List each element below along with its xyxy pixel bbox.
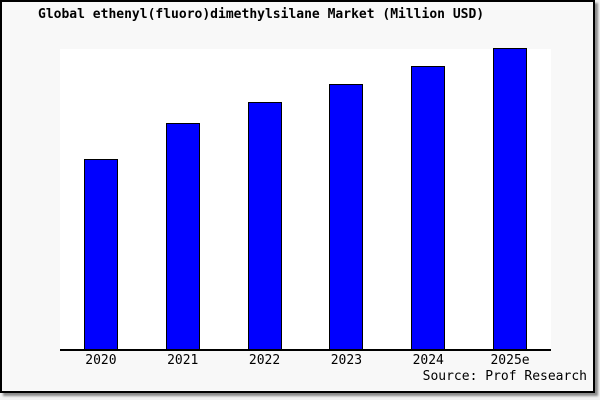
tick-label-2025e: 2025e [490, 353, 530, 368]
bar-2022 [247, 102, 282, 349]
tick-label-2020: 2020 [85, 353, 117, 368]
tick-label-2021: 2021 [167, 353, 199, 368]
plot-area [60, 48, 551, 351]
tick-label-2023: 2023 [330, 353, 363, 368]
chart-title: Global ethenyl(fluoro)dimethylsilane Mar… [38, 7, 485, 22]
bar-2025e [493, 48, 528, 349]
x-axis-tick-labels: 2020 2021 2022 2023 2024 2025e [60, 353, 551, 368]
bar-2021 [165, 123, 200, 349]
tick-label-2022: 2022 [248, 353, 281, 368]
bar-slot-2020 [60, 49, 142, 349]
bar-2020 [83, 159, 118, 349]
source-attribution: Source: Prof Research [422, 369, 587, 384]
bar-slot-2024 [387, 49, 469, 349]
bar-2024 [411, 66, 446, 349]
bar-2023 [329, 84, 364, 349]
bar-slot-2022 [224, 49, 306, 349]
bar-slot-2025e [469, 48, 551, 349]
bars-container [60, 48, 551, 349]
chart-figure: Global ethenyl(fluoro)dimethylsilane Mar… [0, 0, 595, 393]
bar-slot-2021 [142, 49, 224, 349]
bar-slot-2023 [305, 49, 387, 349]
tick-label-2024: 2024 [412, 353, 444, 368]
